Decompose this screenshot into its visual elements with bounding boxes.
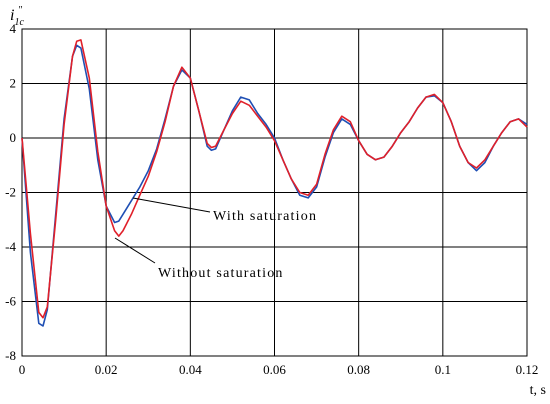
annotation: With saturation xyxy=(213,209,317,224)
series-line xyxy=(21,39,528,319)
annotation-arrow xyxy=(114,237,156,264)
x-tick-label: 0.12 xyxy=(516,362,539,377)
y-tick-label: 2 xyxy=(10,76,17,91)
x-tick-label: 0.08 xyxy=(347,362,370,377)
x-tick-label: 0.06 xyxy=(263,362,286,377)
x-tick-label: 0.02 xyxy=(95,362,118,377)
annotation-arrow xyxy=(132,197,211,213)
plot-area: -8 -6 -4 -2 0 2 4 0 0.02 0.04 0.06 0.08 0.1 0.12 xyxy=(5,21,538,377)
y-tick-label: 0 xyxy=(10,130,17,145)
y-label: i1c″ xyxy=(10,5,24,28)
y-label-sub: 1c xyxy=(14,17,24,28)
x-tick-label: 0.04 xyxy=(179,362,202,377)
y-label-main: i xyxy=(10,7,14,24)
x-label: t, s xyxy=(530,383,546,398)
x-tick-label: 0 xyxy=(19,362,26,377)
annotation: Without saturation xyxy=(158,266,284,281)
x-tick-label: 0.1 xyxy=(435,362,451,377)
plot-frame xyxy=(21,28,528,357)
y-tick-label: -2 xyxy=(5,185,16,200)
y-tick-label: -4 xyxy=(5,239,16,254)
y-tick-label: -6 xyxy=(5,294,16,309)
y-tick-label: -8 xyxy=(5,348,16,363)
y-tick-label: 4 xyxy=(10,21,17,36)
y-label-sup: ″ xyxy=(18,5,23,16)
